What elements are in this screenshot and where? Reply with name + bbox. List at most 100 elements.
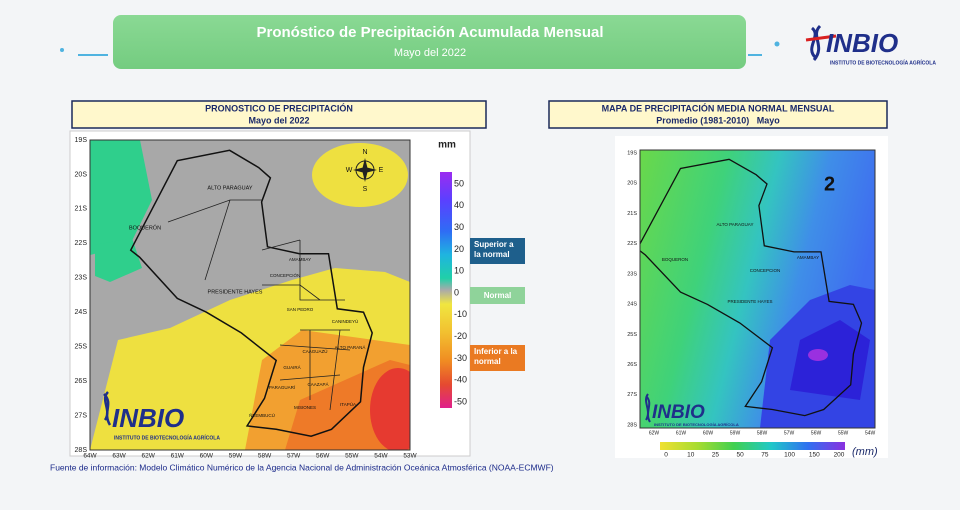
panel-subtitle: Promedio (1981-2010) Mayo (656, 115, 780, 125)
lat-label: 26S (75, 378, 88, 385)
lon-label: 61W (676, 430, 687, 436)
area-high (790, 320, 870, 400)
forecast-map (90, 140, 410, 450)
lat-label: 25S (627, 332, 637, 338)
colorbar-label: 75 (761, 452, 769, 459)
area-above (95, 238, 142, 282)
panel-title: PRONOSTICO DE PRECIPITACIÓN (205, 102, 353, 113)
logo-name: INBIO (112, 403, 184, 433)
colorbar-label: 50 (737, 452, 745, 459)
region-label: CAAZAPÁ (307, 381, 328, 387)
department-borders (167, 199, 351, 411)
lat-label: 22S (75, 240, 88, 247)
region-label: GUAIRÁ (283, 364, 300, 370)
lat-label: 19S (75, 137, 88, 144)
lon-label: 63W (112, 453, 126, 460)
colorbar-label: -20 (454, 331, 467, 341)
region-label: BOQUERÓN (129, 224, 161, 231)
colorbar-label: 10 (454, 266, 464, 276)
colorbar-label: 0 (664, 452, 668, 459)
compass-label: N (362, 149, 367, 156)
colorbar-label: 150 (809, 452, 820, 459)
region-label: PRESIDENTE HAYES (208, 289, 263, 295)
region-label: ÑEEMBUCÚ (249, 412, 275, 418)
colorbar-label: 10 (687, 452, 695, 459)
lon-label: 56W (811, 430, 822, 436)
lon-label: 61W (171, 453, 185, 460)
lat-label: 28S (75, 447, 88, 454)
plot-frame (89, 139, 411, 451)
panel-title: MAPA DE PRECIPITACIÓN MEDIA NORMAL MENSU… (602, 102, 835, 113)
lat-label: 20S (75, 171, 88, 178)
lon-label: 58W (258, 453, 272, 460)
lon-label: 53W (403, 453, 417, 460)
colorbar (660, 442, 845, 450)
lat-label: 21S (627, 211, 637, 217)
region-label: ALTO PARAGUAY (717, 222, 754, 227)
lat-label: 24S (627, 302, 637, 308)
lon-label: 58W (757, 430, 768, 436)
lat-label: 26S (627, 362, 637, 368)
header-title: Pronóstico de Precipitación Acumulada Me… (256, 24, 603, 41)
region-label: CAAGUAZÚ (302, 348, 327, 354)
region-label: CONCEPCIÓN (270, 272, 301, 278)
logo-name: INBIO (826, 28, 898, 58)
lon-label: 59W (229, 453, 243, 460)
colorbar-label: 100 (784, 452, 795, 459)
lat-label: 25S (75, 344, 88, 351)
lon-label: 60W (200, 453, 214, 460)
lon-label: 55W (345, 453, 359, 460)
lon-label: 54W (865, 430, 876, 436)
colorbar-label: 30 (454, 222, 464, 232)
lat-label: 22S (627, 241, 637, 247)
country-border (640, 158, 863, 417)
panel-number: 2 (824, 173, 835, 195)
decor-dot (774, 41, 780, 47)
logo-swoosh (805, 34, 837, 42)
area-above (90, 140, 152, 255)
lon-label: 64W (83, 453, 97, 460)
source-note: Fuente de información: Modelo Climático … (50, 462, 554, 472)
region-label: PARAGUARÍ (269, 384, 296, 390)
region-label: PRESIDENTE HAYES (728, 299, 773, 304)
region-label: AMAMBAY (289, 257, 311, 262)
lat-label: 23S (75, 275, 88, 282)
lon-label: 57W (784, 430, 795, 436)
lat-label: 28S (627, 422, 637, 428)
region-label: CANINDEYÚ (332, 318, 359, 324)
compass-label: S (363, 186, 368, 193)
area-max (808, 349, 828, 361)
lat-label: 27S (75, 412, 88, 419)
colorbar-label: 200 (834, 452, 845, 459)
panel-title-box (548, 100, 888, 129)
badge-normal: Normal (470, 287, 525, 304)
lat-label: 27S (627, 392, 637, 398)
colorbar-label: 40 (454, 200, 464, 210)
area-below (312, 143, 408, 207)
region-label: AMAMBAY (797, 255, 819, 260)
lat-label: 19S (627, 150, 637, 156)
decor-dot (60, 48, 64, 52)
colorbar-label: -50 (454, 396, 467, 406)
lat-label: 23S (627, 271, 637, 277)
lat-label: 21S (75, 206, 88, 213)
colorbar-unit: mm (438, 140, 456, 151)
lat-label: 20S (627, 181, 637, 187)
region-label: ALTO PARANÁ (335, 344, 366, 350)
logo-tagline: INSTITUTO DE BIOTECNOLOGÍA AGRÍCOLA (830, 58, 936, 66)
lon-label: 55W (838, 430, 849, 436)
header-box (113, 15, 746, 69)
lon-label: 62W (141, 453, 155, 460)
colorbar-label: 20 (454, 244, 464, 254)
lon-label: 56W (316, 453, 330, 460)
colorbar-label: -30 (454, 353, 467, 363)
colorbar-label: -10 (454, 309, 467, 319)
country-border (129, 149, 373, 437)
logo-mark (645, 393, 651, 423)
badge-above: Superior a la normal (470, 238, 525, 264)
region-label: MISIONES (294, 405, 316, 410)
compass-star (353, 158, 377, 182)
logo-mark (810, 24, 822, 61)
